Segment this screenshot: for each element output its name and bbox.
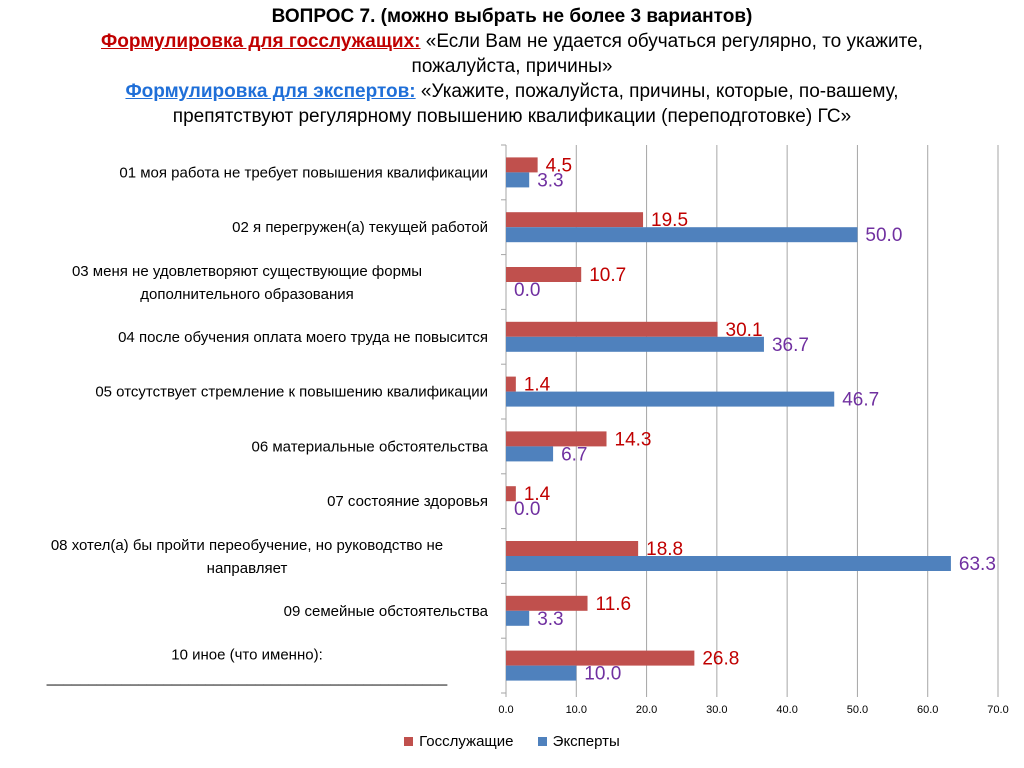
data-label-civil-servants: 26.8	[702, 649, 739, 670]
category-label: 10 иное (что именно): ___________________…	[46, 647, 448, 687]
chart-legend: Госслужащие Эксперты	[0, 733, 1024, 750]
data-label-experts: 3.3	[537, 609, 563, 630]
experts-wording: Формулировка для экспертов: «Укажите, по…	[0, 79, 1024, 104]
data-labels: 4.53.319.550.010.70.030.136.71.446.714.3…	[514, 155, 996, 684]
category-labels: 01 моя работа не требует повышения квали…	[46, 164, 489, 686]
x-axis-ticks: 0.0 10.0 20.0 30.0 40.0 50.0 60.0 70.0	[498, 704, 1008, 716]
data-label-civil-servants: 1.4	[524, 484, 551, 505]
data-label-experts: 6.7	[561, 444, 587, 465]
civil-servants-wording-text: «Если Вам не удается обучаться регулярно…	[420, 31, 923, 52]
data-label-civil-servants: 30.1	[726, 320, 763, 341]
category-label: 07 состояние здоровья	[327, 493, 488, 510]
category-label: 08 хотел(а) бы пройти переобучение, но р…	[51, 537, 443, 577]
legend-swatch-civil-servants	[404, 736, 414, 746]
x-tick-label: 30.0	[706, 704, 727, 716]
bar-civil-servants	[506, 267, 582, 282]
category-label: 06 материальные обстоятельства	[252, 438, 489, 455]
bar-experts	[506, 610, 530, 626]
data-label-civil-servants: 4.5	[546, 155, 572, 176]
chart-header: ВОПРОС 7. (можно выбрать не более 3 вари…	[0, 4, 1024, 129]
bar-experts	[506, 556, 951, 571]
bars	[506, 157, 951, 681]
civil-servants-wording-label: Формулировка для госслужащих:	[101, 31, 421, 52]
legend-label-experts: Эксперты	[552, 733, 620, 750]
data-label-experts: 36.7	[772, 335, 809, 356]
bar-civil-servants	[506, 376, 516, 392]
category-label: 03 меня не удовлетворяют существующие фо…	[72, 263, 422, 303]
data-label-experts: 3.3	[537, 170, 563, 191]
x-tick-label: 70.0	[987, 704, 1008, 716]
category-label: 09 семейные обстоятельства	[284, 603, 489, 620]
legend-swatch-experts	[537, 736, 547, 746]
category-label: 02 я перегружен(а) текущей работой	[232, 219, 488, 236]
category-label: 05 отсутствует стремление к повышению кв…	[95, 384, 488, 401]
bar-civil-servants	[506, 321, 718, 337]
bar-chart: 01 моя работа не требует повышения квали…	[46, 144, 1009, 716]
x-tick-label: 0.0	[498, 704, 513, 716]
legend-item-civil-servants: Госслужащие	[404, 733, 514, 750]
bar-experts	[506, 665, 577, 681]
data-label-experts: 50.0	[865, 225, 902, 246]
legend-item-experts: Эксперты	[537, 733, 620, 750]
data-label-experts: 10.0	[584, 664, 621, 685]
data-label-civil-servants: 14.3	[615, 429, 652, 450]
data-label-civil-servants: 1.4	[524, 375, 551, 396]
x-tick-label: 10.0	[566, 704, 587, 716]
data-label-civil-servants: 11.6	[596, 594, 632, 615]
bar-experts	[506, 227, 858, 243]
x-tick-label: 20.0	[636, 704, 657, 716]
x-tick-label: 50.0	[847, 704, 868, 716]
legend-label-civil-servants: Госслужащие	[419, 733, 514, 750]
bar-civil-servants	[506, 541, 639, 556]
data-label-experts: 63.3	[959, 554, 996, 575]
bar-experts	[506, 446, 554, 462]
bar-civil-servants	[506, 431, 607, 447]
bar-civil-servants	[506, 212, 644, 228]
civil-servants-wording-continued: пожалуйста, причины»	[411, 56, 613, 77]
question-title: ВОПРОС 7. (можно выбрать не более 3 вари…	[271, 6, 753, 27]
data-label-civil-servants: 19.5	[651, 210, 688, 231]
x-tick-label: 60.0	[917, 704, 938, 716]
data-label-experts: 0.0	[514, 499, 540, 520]
bar-experts	[506, 172, 530, 188]
bar-civil-servants	[506, 595, 588, 611]
bar-civil-servants	[506, 157, 538, 173]
experts-wording-label: Формулировка для экспертов:	[125, 81, 416, 102]
data-label-civil-servants: 18.8	[646, 539, 683, 560]
category-label: 01 моя работа не требует повышения квали…	[119, 164, 488, 181]
civil-servants-wording: Формулировка для госслужащих: «Если Вам …	[0, 29, 1024, 54]
bar-experts	[506, 336, 764, 352]
data-label-experts: 0.0	[514, 280, 540, 301]
data-label-experts: 46.7	[842, 390, 879, 411]
bar-experts	[506, 391, 835, 407]
bar-civil-servants	[506, 486, 516, 502]
x-tick-label: 40.0	[776, 704, 797, 716]
bar-civil-servants	[506, 650, 695, 666]
category-label: 04 после обучения оплата моего труда не …	[118, 329, 488, 346]
experts-wording-continued: препятствуют регулярному повышению квали…	[172, 106, 852, 127]
experts-wording-text: «Укажите, пожалуйста, причины, которые, …	[415, 81, 899, 102]
data-label-civil-servants: 10.7	[589, 265, 626, 286]
